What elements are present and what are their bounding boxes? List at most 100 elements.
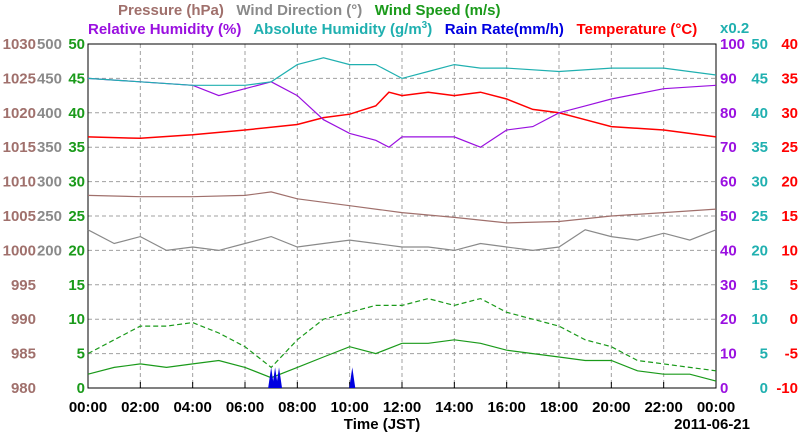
temperature-tick-label: 35 <box>781 70 798 87</box>
x-tick-label: 08:00 <box>278 399 316 416</box>
rain-rate-bar <box>268 367 275 388</box>
wind-direction-tick-label: 450 <box>37 70 62 87</box>
pressure-tick-label: 980 <box>11 380 36 397</box>
x-tick-label: 06:00 <box>226 399 264 416</box>
temperature-tick-label: 25 <box>781 139 798 156</box>
absolute-humidity-tick-label: 50 <box>751 36 768 53</box>
wind-speed-tick-label: 15 <box>68 277 85 294</box>
absolute-humidity-tick-label: 10 <box>751 311 768 328</box>
wind-direction-tick-label: 350 <box>37 139 62 156</box>
temperature-line <box>87 91 717 140</box>
pressure-tick-label: 985 <box>11 346 36 363</box>
wind-direction-tick-label: 400 <box>37 105 62 122</box>
relative-humidity-tick-label: 60 <box>720 174 737 191</box>
pressure-tick-label: 1020 <box>3 105 36 122</box>
x-tick-label: 22:00 <box>644 399 682 416</box>
x-tick-label: 12:00 <box>383 399 421 416</box>
wind-speed-tick-label: 30 <box>68 174 85 191</box>
relative-humidity-tick-label: 100 <box>720 36 745 53</box>
relative-humidity-tick-label: 70 <box>720 139 737 156</box>
legend-temperature: Temperature (°C) <box>576 21 698 38</box>
wind-speed-line <box>87 339 717 382</box>
wind-speed-tick-label: 0 <box>77 380 85 397</box>
temperature-tick-label: -5 <box>785 346 798 363</box>
legend-pressure: Pressure (hPa) <box>118 2 224 19</box>
x-tick-label: 14:00 <box>435 399 473 416</box>
x-tick-label: 02:00 <box>121 399 159 416</box>
legend-absolute-humidity-sup: 3 <box>421 20 428 31</box>
pressure-tick-label: 1030 <box>3 36 36 53</box>
wind-speed-line-gust <box>87 297 717 372</box>
legend-relative-humidity: Relative Humidity (%) <box>88 21 242 38</box>
temperature-tick-label: 0 <box>790 311 798 328</box>
absolute-humidity-tick-label: 0 <box>760 380 768 397</box>
pressure-tick-label: 1025 <box>3 70 36 87</box>
relative-humidity-tick-label: 50 <box>720 208 737 225</box>
temperature-tick-label: 5 <box>790 277 798 294</box>
x-tick-label: 18:00 <box>540 399 578 416</box>
legend-row-2: Relative Humidity (%) Absolute Humidity … <box>88 20 697 38</box>
absolute-humidity-tick-label: 35 <box>751 139 768 156</box>
legend-absolute-humidity: Absolute Humidity (g/m3) <box>253 20 433 38</box>
legend-absolute-humidity-tail: ) <box>427 21 433 38</box>
temperature-tick-label: 40 <box>781 36 798 53</box>
legend-row-1: Pressure (hPa) Wind Direction (°) Wind S… <box>118 2 501 19</box>
legend-wind-direction: Wind Direction (°) <box>236 2 363 19</box>
x-tick-label: 00:00 <box>697 399 735 416</box>
relative-humidity-tick-label: 10 <box>720 346 737 363</box>
legend-scale-note: x0.2 <box>720 20 750 37</box>
x-tick-label: 10:00 <box>330 399 368 416</box>
wind-direction-tick-label: 250 <box>37 208 62 225</box>
x-axis-label: Time (JST) <box>344 416 420 433</box>
pressure-tick-label: 1010 <box>3 174 36 191</box>
wind-speed-tick-label: 35 <box>68 139 85 156</box>
relative-humidity-tick-label: 90 <box>720 70 737 87</box>
relative-humidity-tick-label: 0 <box>720 380 728 397</box>
relative-humidity-line <box>87 77 717 148</box>
wind-direction-tick-label: 200 <box>37 242 62 259</box>
pressure-tick-label: 1015 <box>3 139 36 156</box>
absolute-humidity-tick-label: 40 <box>751 105 768 122</box>
temperature-tick-label: 30 <box>781 105 798 122</box>
x-tick-label: 04:00 <box>173 399 211 416</box>
pressure-tick-label: 990 <box>11 311 36 328</box>
absolute-humidity-line <box>87 57 717 86</box>
wind-direction-line <box>87 229 717 252</box>
absolute-humidity-tick-label: 20 <box>751 242 768 259</box>
legend-absolute-humidity-label: Absolute Humidity (g/m <box>253 21 422 38</box>
legend-rain-rate: Rain Rate(mm/h) <box>444 21 564 38</box>
absolute-humidity-tick-label: 15 <box>751 277 768 294</box>
wind-speed-tick-label: 20 <box>68 242 85 259</box>
wind-speed-tick-label: 10 <box>68 311 85 328</box>
rain-rate-bar <box>349 367 356 388</box>
absolute-humidity-tick-label: 30 <box>751 174 768 191</box>
relative-humidity-tick-label: 20 <box>720 311 737 328</box>
pressure-line <box>87 191 717 224</box>
temperature-tick-label: -10 <box>776 380 798 397</box>
wind-speed-tick-label: 50 <box>68 36 85 53</box>
relative-humidity-tick-label: 30 <box>720 277 737 294</box>
pressure-tick-label: 995 <box>11 277 36 294</box>
x-tick-label: 20:00 <box>592 399 630 416</box>
absolute-humidity-tick-label: 5 <box>760 346 768 363</box>
legend-wind-speed: Wind Speed (m/s) <box>374 2 501 19</box>
relative-humidity-tick-label: 40 <box>720 242 737 259</box>
x-tick-label: 16:00 <box>487 399 525 416</box>
wind-speed-tick-label: 5 <box>77 346 85 363</box>
temperature-tick-label: 10 <box>781 242 798 259</box>
absolute-humidity-tick-label: 25 <box>751 208 768 225</box>
date-label: 2011-06-21 <box>674 416 750 433</box>
temperature-tick-label: 15 <box>781 208 798 225</box>
rain-rate-bar <box>276 367 283 388</box>
wind-speed-tick-label: 25 <box>68 208 85 225</box>
rain-rate-bar <box>272 367 279 388</box>
x-tick-label: 00:00 <box>69 399 107 416</box>
wind-speed-tick-label: 45 <box>68 70 85 87</box>
temperature-tick-label: 20 <box>781 174 798 191</box>
wind-direction-tick-label: 300 <box>37 174 62 191</box>
pressure-tick-label: 1005 <box>3 208 36 225</box>
absolute-humidity-tick-label: 45 <box>751 70 768 87</box>
pressure-tick-label: 1000 <box>3 242 36 259</box>
relative-humidity-tick-label: 80 <box>720 105 737 122</box>
